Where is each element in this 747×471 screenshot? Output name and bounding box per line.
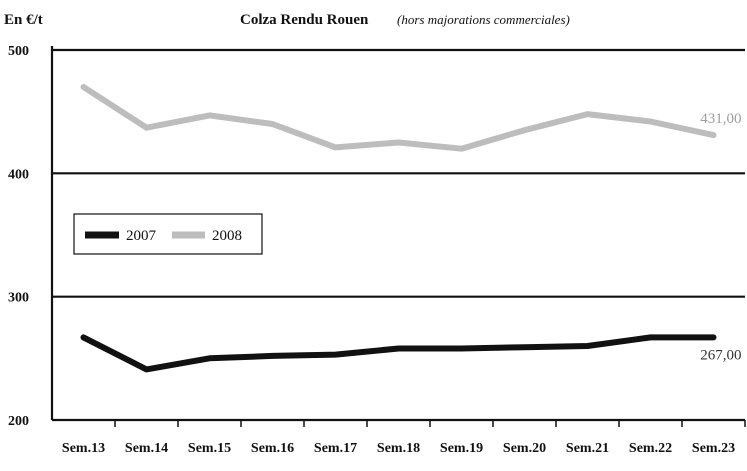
chart-subtitle: (hors majorations commerciales) (397, 12, 570, 27)
legend: 2007 2008 (73, 213, 263, 255)
series-layer: 267,00 431,00 (80, 84, 742, 373)
x-tick-label-sem-15: Sem.15 (188, 441, 231, 456)
x-tick-label-sem-18: Sem.18 (377, 441, 420, 456)
x-tick-label-sem-23: Sem.23 (692, 441, 735, 456)
x-tick-label-sem-13: Sem.13 (62, 441, 105, 456)
x-tick-label-sem-16: Sem.16 (251, 441, 294, 456)
x-tick-label-sem-21: Sem.21 (566, 441, 609, 456)
axis-layer: 200 300 400 500 Sem.13 Sem.14 Sem.15 Sem.16 Sem.… (8, 44, 746, 456)
end-value-label-2008: 431,00 (700, 111, 741, 127)
legend-label-2007: 2007 (126, 228, 157, 244)
x-tick-label-sem-17: Sem.17 (314, 441, 357, 456)
grid-layer (52, 48, 745, 298)
x-tick-label-sem-19: Sem.19 (440, 441, 483, 456)
series-line-2008 (80, 84, 717, 152)
y-tick-label-200: 200 (8, 414, 29, 429)
x-tick-label-sem-20: Sem.20 (503, 441, 546, 456)
end-value-label-2007: 267,00 (700, 347, 741, 363)
y-tick-label-300: 300 (8, 291, 29, 306)
x-tick-label-sem-22: Sem.22 (629, 441, 672, 456)
y-axis-label: En €/t (4, 12, 43, 28)
series-line-2007 (80, 334, 717, 373)
legend-label-2008: 2008 (212, 228, 242, 244)
y-tick-label-500: 500 (8, 44, 29, 59)
chart-title: Colza Rendu Rouen (240, 12, 369, 28)
y-tick-label-400: 400 (8, 167, 29, 182)
x-tick-label-sem-14: Sem.14 (125, 441, 168, 456)
